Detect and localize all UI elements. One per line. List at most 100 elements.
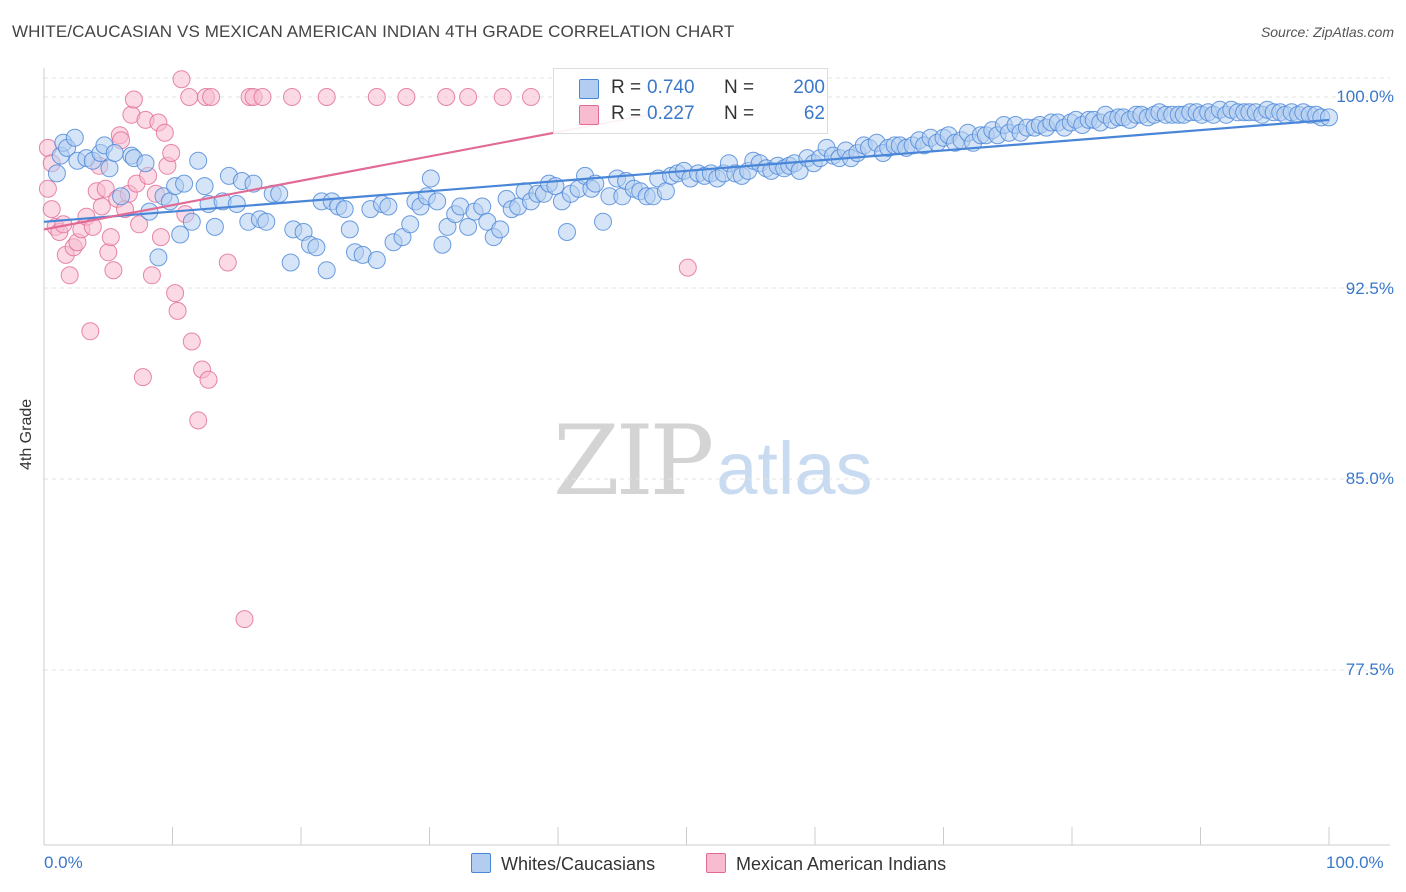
y-tick-label: 100.0%	[1336, 87, 1394, 106]
y-tick-label: 77.5%	[1345, 660, 1394, 679]
point-whites	[367, 251, 386, 269]
r-label: R =	[611, 103, 642, 124]
point-whites	[175, 174, 194, 193]
legend-swatch-blue	[471, 853, 491, 873]
point-whites	[171, 225, 190, 244]
point-mexican-american-indians	[522, 88, 540, 106]
point-mexican-american-indians	[317, 88, 336, 106]
point-mexican-american-indians	[199, 370, 218, 389]
watermark-zip: ZIP	[553, 405, 714, 517]
x-tick-label: 100.0%	[1326, 853, 1384, 872]
source-label: Source: ZipAtlas.com	[1260, 24, 1394, 40]
point-mexican-american-indians	[142, 266, 161, 285]
point-whites	[65, 128, 84, 147]
n-value: 200	[793, 77, 825, 98]
n-value: 62	[803, 103, 825, 124]
point-mexican-american-indians	[101, 228, 120, 247]
legend-swatch-pink	[706, 853, 726, 873]
point-whites	[379, 197, 398, 216]
r-value: 0.740	[647, 77, 695, 98]
point-whites	[227, 195, 246, 213]
point-whites	[149, 248, 168, 267]
point-whites	[257, 212, 276, 231]
legend-item-whites: Whites/Caucasians	[471, 853, 655, 875]
point-mexican-american-indians	[182, 332, 201, 351]
point-whites	[100, 159, 119, 178]
point-whites	[281, 253, 300, 272]
point-whites	[335, 200, 354, 219]
point-whites	[401, 215, 420, 234]
point-mexican-american-indians	[130, 215, 149, 234]
point-mexican-american-indians	[189, 411, 208, 430]
point-mexican-american-indians	[104, 261, 123, 280]
point-mexican-american-indians	[235, 610, 254, 629]
point-mexican-american-indians	[168, 301, 187, 320]
legend-swatch-pink	[579, 105, 599, 125]
point-whites	[459, 217, 478, 236]
point-mexican-american-indians	[151, 228, 170, 247]
point-mexican-american-indians	[437, 88, 456, 106]
point-whites	[1320, 108, 1338, 127]
point-whites	[47, 164, 66, 183]
point-whites	[558, 223, 576, 241]
point-whites	[317, 261, 336, 280]
point-whites	[421, 169, 440, 188]
point-whites	[205, 217, 224, 236]
y-tick-label: 85.0%	[1345, 469, 1394, 488]
point-whites	[270, 184, 289, 203]
x-tick-label: 0.0%	[44, 853, 83, 872]
point-whites	[105, 144, 124, 162]
point-whites	[340, 220, 359, 239]
correlation-legend: R = 0.740 N = 200 R = 0.227 N = 62	[553, 68, 828, 134]
point-whites	[433, 235, 452, 254]
watermark-atlas: atlas	[716, 427, 873, 510]
point-mexican-american-indians	[124, 90, 143, 109]
point-whites	[307, 238, 326, 257]
point-mexican-american-indians	[96, 179, 115, 198]
legend-label: Whites/Caucasians	[501, 854, 656, 874]
point-mexican-american-indians	[202, 88, 221, 106]
point-mexican-american-indians	[99, 243, 118, 262]
legend-item-mexican-american-indians: Mexican American Indians	[706, 853, 946, 875]
point-mexican-american-indians	[283, 88, 301, 106]
chart-title: WHITE/CAUCASIAN VS MEXICAN AMERICAN INDI…	[12, 22, 735, 41]
point-mexican-american-indians	[397, 88, 416, 106]
point-whites	[112, 187, 131, 206]
series-whites-caucasians	[47, 100, 1338, 280]
axes	[43, 68, 1390, 846]
point-mexican-american-indians	[60, 266, 79, 285]
point-mexican-american-indians	[38, 179, 57, 198]
point-whites	[195, 177, 214, 196]
y-tick-label: 92.5%	[1345, 279, 1394, 298]
point-mexican-american-indians	[42, 200, 61, 219]
point-whites	[189, 151, 208, 170]
point-mexican-american-indians	[678, 258, 697, 277]
r-value: 0.227	[647, 103, 695, 124]
n-label: N =	[724, 103, 755, 124]
point-mexican-american-indians	[367, 88, 386, 106]
legend-label: Mexican American Indians	[736, 854, 947, 874]
point-mexican-american-indians	[166, 284, 185, 303]
point-whites	[182, 212, 201, 231]
point-whites	[491, 220, 510, 239]
point-mexican-american-indians	[81, 322, 100, 341]
point-mexican-american-indians	[459, 88, 478, 106]
point-mexican-american-indians	[172, 70, 191, 89]
legend-swatch-blue	[579, 79, 599, 99]
point-mexican-american-indians	[218, 253, 237, 272]
point-whites	[428, 192, 447, 211]
point-mexican-american-indians	[92, 197, 111, 216]
point-mexican-american-indians	[162, 144, 181, 162]
series-mexican-american-indians	[38, 70, 697, 629]
point-whites	[136, 154, 155, 173]
point-mexican-american-indians	[180, 88, 199, 106]
trend-line-whites	[43, 118, 1330, 223]
y-axis-label: 4th Grade	[18, 398, 35, 470]
n-label: N =	[724, 77, 755, 98]
point-whites	[656, 182, 675, 201]
point-whites	[594, 212, 612, 231]
point-mexican-american-indians	[493, 88, 512, 106]
point-mexican-american-indians	[155, 123, 174, 142]
r-label: R =	[611, 77, 642, 98]
